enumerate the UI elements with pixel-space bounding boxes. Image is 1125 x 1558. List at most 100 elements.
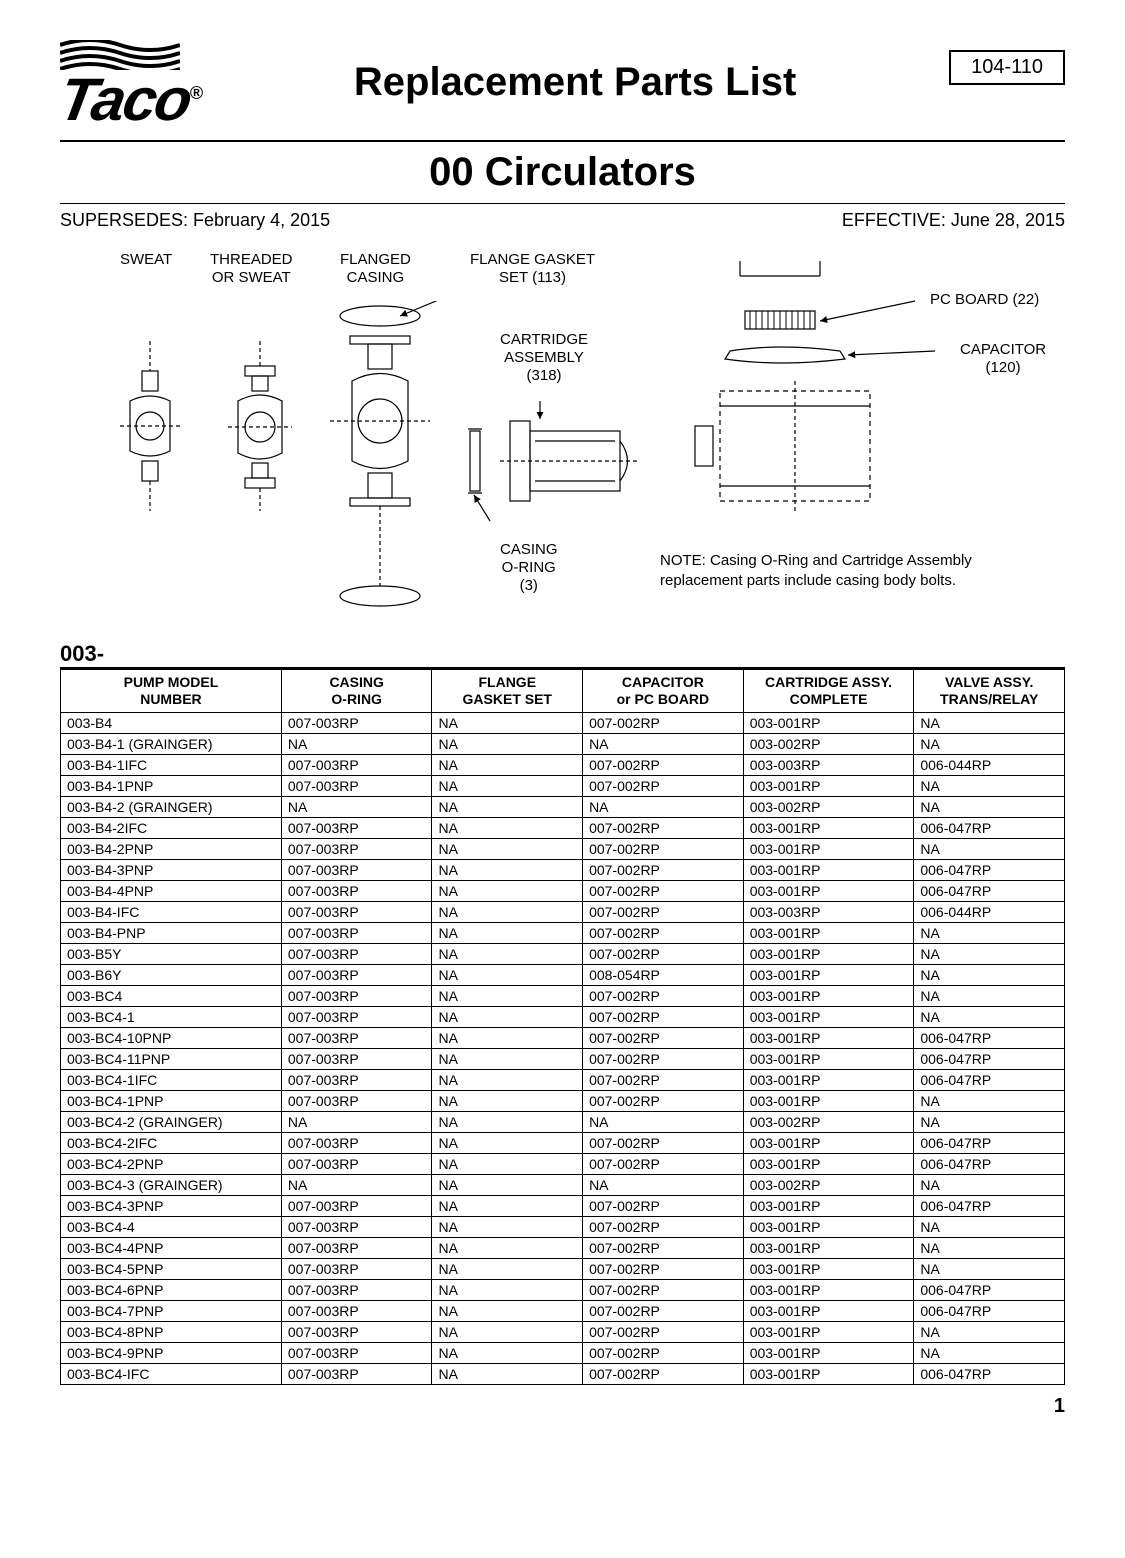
table-cell: 003-B4-IFC bbox=[61, 901, 282, 922]
table-cell: NA bbox=[914, 796, 1065, 817]
table-cell: 007-003RP bbox=[281, 1216, 432, 1237]
table-cell: NA bbox=[432, 1342, 583, 1363]
document-title: Replacement Parts List bbox=[201, 60, 949, 105]
table-cell: 007-003RP bbox=[281, 1048, 432, 1069]
table-cell: NA bbox=[583, 733, 744, 754]
table-cell: 006-044RP bbox=[914, 754, 1065, 775]
table-row: 003-BC4-8PNP007-003RPNA007-002RP003-001R… bbox=[61, 1321, 1065, 1342]
table-cell: 003-001RP bbox=[743, 1090, 914, 1111]
table-cell: 003-001RP bbox=[743, 1027, 914, 1048]
table-cell: NA bbox=[432, 1153, 583, 1174]
table-cell: 003-001RP bbox=[743, 943, 914, 964]
table-cell: 003-001RP bbox=[743, 817, 914, 838]
table-cell: 003-001RP bbox=[743, 1153, 914, 1174]
table-row: 003-BC4-1IFC007-003RPNA007-002RP003-001R… bbox=[61, 1069, 1065, 1090]
table-cell: NA bbox=[432, 922, 583, 943]
table-cell: NA bbox=[432, 1006, 583, 1027]
label-capacitor: CAPACITOR (120) bbox=[960, 341, 1046, 377]
table-cell: NA bbox=[432, 817, 583, 838]
page-number: 1 bbox=[60, 1395, 1065, 1418]
parts-diagram: SWEAT THREADED OR SWEAT FLANGED CASING F… bbox=[60, 251, 1065, 631]
table-cell: 006-044RP bbox=[914, 901, 1065, 922]
table-cell: 007-003RP bbox=[281, 817, 432, 838]
table-row: 003-BC4-6PNP007-003RPNA007-002RP003-001R… bbox=[61, 1279, 1065, 1300]
table-cell: NA bbox=[281, 796, 432, 817]
dates-row: SUPERSEDES: February 4, 2015 EFFECTIVE: … bbox=[60, 204, 1065, 251]
table-cell: 007-003RP bbox=[281, 1027, 432, 1048]
table-cell: 007-002RP bbox=[583, 880, 744, 901]
table-cell: NA bbox=[432, 943, 583, 964]
table-cell: NA bbox=[914, 1342, 1065, 1363]
table-cell: 003-BC4-4 bbox=[61, 1216, 282, 1237]
label-flange-gasket: FLANGE GASKET SET (113) bbox=[470, 251, 595, 287]
table-cell: 007-002RP bbox=[583, 712, 744, 733]
table-cell: NA bbox=[914, 775, 1065, 796]
table-cell: 003-002RP bbox=[743, 796, 914, 817]
table-cell: 003-001RP bbox=[743, 1048, 914, 1069]
table-row: 003-BC4-1PNP007-003RPNA007-002RP003-001R… bbox=[61, 1090, 1065, 1111]
table-cell: 003-BC4-2PNP bbox=[61, 1153, 282, 1174]
table-cell: NA bbox=[281, 733, 432, 754]
column-header: FLANGE GASKET SET bbox=[432, 670, 583, 713]
table-cell: 003-BC4-5PNP bbox=[61, 1258, 282, 1279]
table-cell: NA bbox=[432, 1090, 583, 1111]
column-header: CARTRIDGE ASSY. COMPLETE bbox=[743, 670, 914, 713]
table-cell: NA bbox=[432, 1027, 583, 1048]
table-cell: 007-003RP bbox=[281, 1195, 432, 1216]
label-cartridge: CARTRIDGE ASSEMBLY (318) bbox=[500, 331, 588, 385]
table-cell: 007-002RP bbox=[583, 985, 744, 1006]
table-cell: NA bbox=[432, 838, 583, 859]
table-cell: 007-003RP bbox=[281, 1258, 432, 1279]
table-cell: 007-003RP bbox=[281, 1342, 432, 1363]
document-number: 104-110 bbox=[949, 50, 1065, 85]
table-cell: NA bbox=[432, 1174, 583, 1195]
table-cell: 003-B6Y bbox=[61, 964, 282, 985]
table-cell: 003-001RP bbox=[743, 775, 914, 796]
table-cell: 007-002RP bbox=[583, 1153, 744, 1174]
table-cell: 003-B4-3PNP bbox=[61, 859, 282, 880]
table-cell: 003-001RP bbox=[743, 859, 914, 880]
table-cell: NA bbox=[432, 1195, 583, 1216]
table-cell: 003-001RP bbox=[743, 922, 914, 943]
table-cell: 007-002RP bbox=[583, 1237, 744, 1258]
table-cell: NA bbox=[432, 985, 583, 1006]
table-cell: 007-003RP bbox=[281, 838, 432, 859]
diagram-cartridge-icon bbox=[460, 401, 660, 551]
table-cell: 007-003RP bbox=[281, 1090, 432, 1111]
table-cell: 003-001RP bbox=[743, 1216, 914, 1237]
table-cell: 003-001RP bbox=[743, 1195, 914, 1216]
table-cell: NA bbox=[432, 733, 583, 754]
table-row: 003-BC4-IFC007-003RPNA007-002RP003-001RP… bbox=[61, 1363, 1065, 1384]
table-cell: 007-003RP bbox=[281, 880, 432, 901]
table-cell: 006-047RP bbox=[914, 880, 1065, 901]
table-row: 003-B4-2PNP007-003RPNA007-002RP003-001RP… bbox=[61, 838, 1065, 859]
table-cell: 006-047RP bbox=[914, 1363, 1065, 1384]
table-cell: 003-BC4-9PNP bbox=[61, 1342, 282, 1363]
table-cell: NA bbox=[914, 1174, 1065, 1195]
table-cell: 007-003RP bbox=[281, 1237, 432, 1258]
table-row: 003-BC4-2PNP007-003RPNA007-002RP003-001R… bbox=[61, 1153, 1065, 1174]
column-header: CASING O-RING bbox=[281, 670, 432, 713]
table-row: 003-B4-IFC007-003RPNA007-002RP003-003RP0… bbox=[61, 901, 1065, 922]
table-cell: 007-002RP bbox=[583, 1195, 744, 1216]
diagram-motor-icon bbox=[690, 251, 950, 531]
table-row: 003-BC4-7PNP007-003RPNA007-002RP003-001R… bbox=[61, 1300, 1065, 1321]
table-cell: NA bbox=[914, 1321, 1065, 1342]
table-cell: 003-BC4-1 bbox=[61, 1006, 282, 1027]
table-cell: 003-B4-4PNP bbox=[61, 880, 282, 901]
table-cell: 003-BC4-3PNP bbox=[61, 1195, 282, 1216]
table-cell: 003-B4-1 (GRAINGER) bbox=[61, 733, 282, 754]
table-cell: 007-002RP bbox=[583, 1216, 744, 1237]
table-row: 003-B4007-003RPNA007-002RP003-001RPNA bbox=[61, 712, 1065, 733]
section-003: 003- bbox=[60, 641, 1065, 669]
table-cell: NA bbox=[432, 1300, 583, 1321]
table-row: 003-BC4007-003RPNA007-002RP003-001RPNA bbox=[61, 985, 1065, 1006]
table-cell: 007-002RP bbox=[583, 1300, 744, 1321]
table-cell: 007-002RP bbox=[583, 943, 744, 964]
table-cell: NA bbox=[432, 1132, 583, 1153]
supersedes-date: SUPERSEDES: February 4, 2015 bbox=[60, 210, 330, 231]
table-cell: 007-002RP bbox=[583, 901, 744, 922]
table-row: 003-BC4-11PNP007-003RPNA007-002RP003-001… bbox=[61, 1048, 1065, 1069]
table-cell: NA bbox=[914, 943, 1065, 964]
table-cell: 003-B4 bbox=[61, 712, 282, 733]
